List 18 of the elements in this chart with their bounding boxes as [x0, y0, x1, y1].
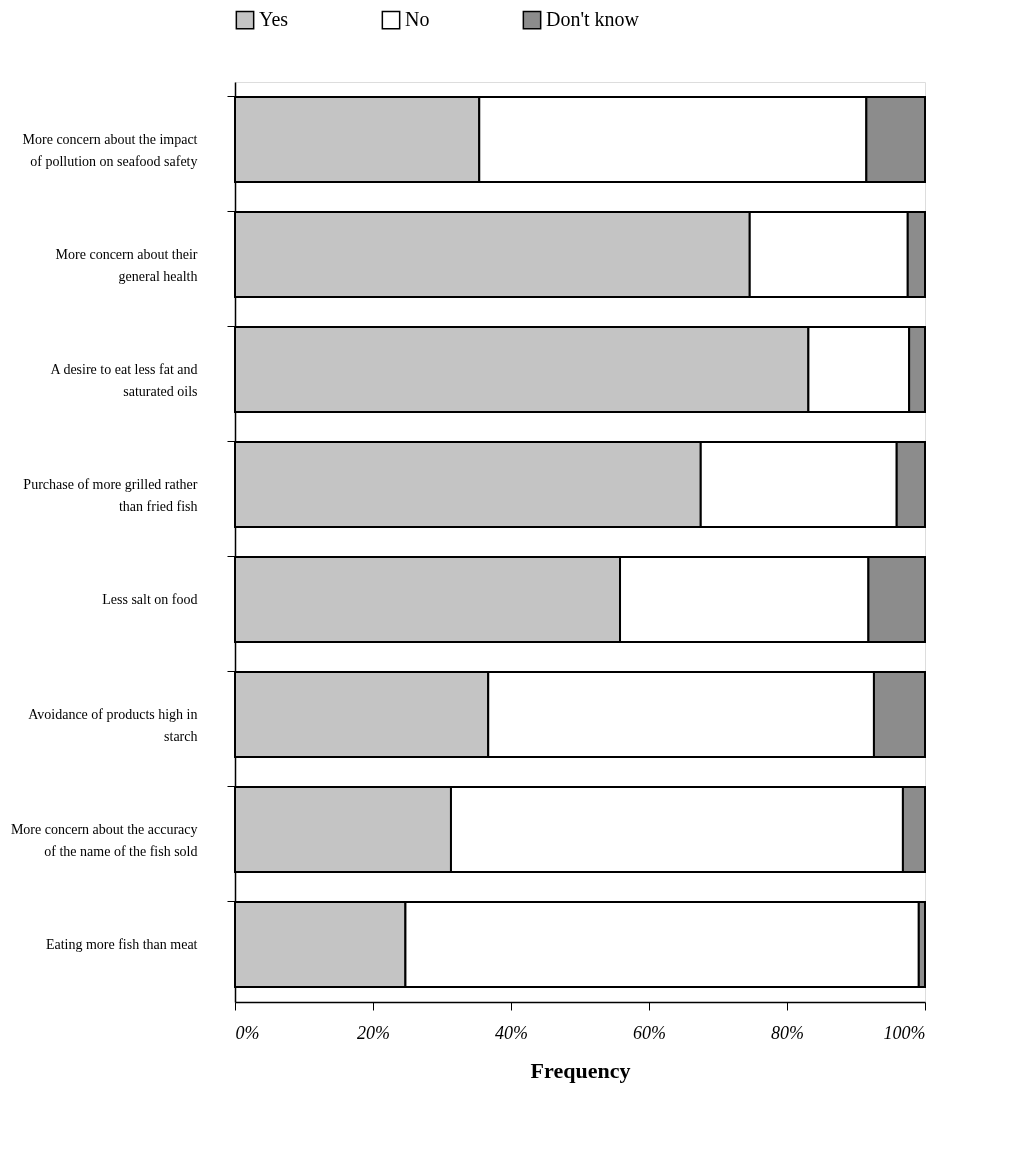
y-tick-label: More concern about the accuracy of the name of the fish sold [10, 821, 198, 859]
legend-label: No [405, 8, 430, 31]
x-tick-label: 80% [771, 1022, 804, 1043]
y-tick-label: More concern about the impact of pollution on seafood safety [22, 131, 198, 169]
x-tick-label: 0% [235, 1022, 260, 1043]
x-tick-label: 20% [357, 1022, 390, 1043]
y-tick-label: Eating more fish than meat [45, 936, 198, 952]
y-tick-label: A desire to eat less fat and saturated oils [50, 361, 198, 399]
x-tick-label: 60% [633, 1022, 666, 1043]
y-tick-label: Purchase of more grilled rather than fried fish [23, 476, 198, 514]
y-tick-label: Less salt on food [102, 591, 198, 607]
y-tick-label: Avoidance of products high in starch [28, 706, 198, 744]
x-axis-title: Frequency [530, 1057, 631, 1083]
legend-label: Yes [259, 8, 289, 31]
legend-label: Don't know [546, 8, 640, 31]
x-tick-label: 40% [495, 1022, 528, 1043]
y-tick-label: More concern about their general health [55, 246, 198, 284]
x-tick-label: 100% [883, 1022, 926, 1043]
